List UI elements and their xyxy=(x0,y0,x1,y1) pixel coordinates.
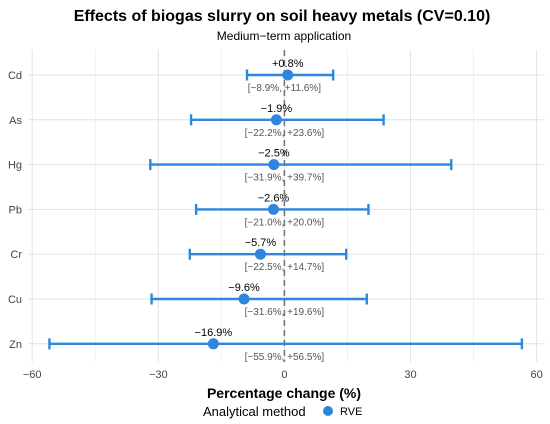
estimate-label-pb: −2.6% xyxy=(258,192,290,204)
y-tick-label-cd: Cd xyxy=(8,70,22,82)
chart-title: Effects of biogas slurry on soil heavy m… xyxy=(74,8,491,25)
ci-label-cu: [−31.6%, +19.6%] xyxy=(245,307,325,318)
x-tick-label-2: 0 xyxy=(281,369,287,381)
estimate-label-hg: −2.5% xyxy=(258,148,290,160)
estimate-label-cu: −9.6% xyxy=(228,282,260,294)
data-layer: +0.8% [−8.9%, +11.6%] −1.9% [−22.2%, +23.6%… xyxy=(48,58,524,363)
x-tick-label-0: −60 xyxy=(23,369,42,381)
x-tick-label-4: 60 xyxy=(530,369,542,381)
point-hg xyxy=(268,159,280,171)
legend-title: Analytical method xyxy=(203,404,306,419)
estimate-label-zn: −16.9% xyxy=(195,327,233,339)
x-tick-label-1: −30 xyxy=(149,369,168,381)
point-pb xyxy=(267,203,279,215)
ci-label-zn: [−55.9%, +56.5%] xyxy=(245,352,325,363)
y-tick-label-hg: Hg xyxy=(8,160,22,172)
estimate-label-cd: +0.8% xyxy=(272,58,304,70)
ci-label-hg: [−31.9%, +39.7%] xyxy=(245,173,325,184)
x-axis-label: Percentage change (%) xyxy=(207,385,361,401)
ci-label-cr: [−22.5%, +14.7%] xyxy=(245,262,325,273)
chart-subtitle: Medium−term application xyxy=(217,29,351,43)
x-tick-label-3: 30 xyxy=(404,369,416,381)
x-axis-ticks: −60 −30 0 30 60 xyxy=(23,369,543,381)
point-cr xyxy=(254,248,266,260)
legend: Analytical method RVE xyxy=(203,404,362,419)
y-tick-label-pb: Pb xyxy=(9,204,22,216)
point-cd xyxy=(282,69,294,81)
point-as xyxy=(270,114,282,126)
ci-label-as: [−22.2%, +23.6%] xyxy=(245,128,325,139)
y-tick-label-zn: Zn xyxy=(9,339,22,351)
y-tick-label-as: As xyxy=(9,115,22,127)
legend-label-rve: RVE xyxy=(340,406,362,418)
ci-label-pb: [−21.0%, +20.0%] xyxy=(245,217,325,228)
legend-marker-rve xyxy=(323,406,333,416)
estimate-label-cr: −5.7% xyxy=(245,237,277,249)
ci-label-cd: [−8.9%, +11.6%] xyxy=(248,83,321,94)
y-tick-label-cu: Cu xyxy=(8,294,22,306)
y-tick-label-cr: Cr xyxy=(10,249,22,261)
point-zn xyxy=(207,338,219,350)
y-axis-labels: Cd As Hg Pb Cr Cu Zn xyxy=(8,70,23,351)
estimate-label-as: −1.9% xyxy=(261,103,293,115)
point-cu xyxy=(238,293,250,305)
